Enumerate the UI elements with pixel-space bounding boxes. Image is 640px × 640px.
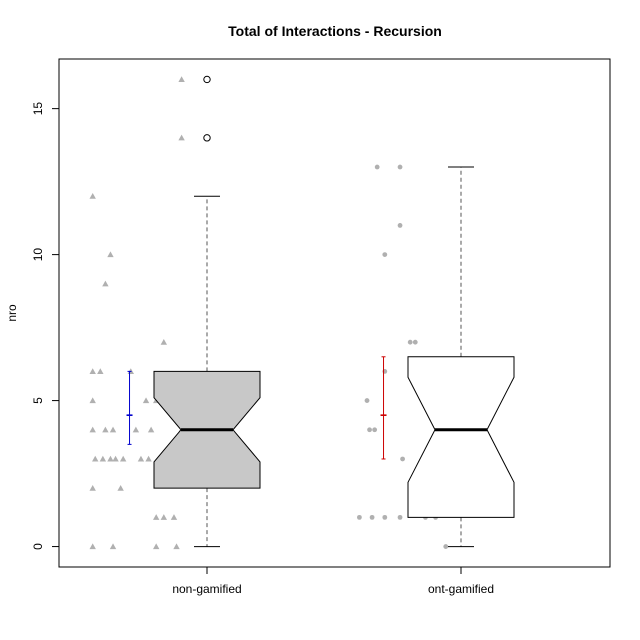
jitter-point — [145, 455, 152, 462]
jitter-point — [412, 339, 418, 345]
y-tick-label: 0 — [31, 543, 45, 550]
notched-box — [407, 356, 515, 518]
jitter-point — [112, 455, 119, 462]
jitter-point — [132, 426, 140, 433]
jitter-point — [443, 544, 449, 549]
jitter-point — [374, 164, 380, 170]
jitter-point — [153, 514, 160, 520]
jitter-point — [372, 427, 378, 433]
jitter-point — [160, 514, 168, 520]
jitter-point — [397, 223, 403, 228]
jitter-point — [89, 397, 96, 404]
plot-frame — [58, 58, 611, 568]
jitter-point — [107, 251, 114, 258]
jitter-point — [382, 514, 388, 520]
jitter-point — [397, 514, 403, 520]
x-tick-label: non-gamified — [172, 582, 241, 596]
jitter-point — [107, 455, 114, 462]
jitter-point — [142, 397, 150, 404]
jitter-point — [109, 426, 117, 433]
jitter-point — [178, 76, 185, 82]
jitter-point — [119, 455, 127, 462]
jitter-point — [102, 280, 109, 287]
jitter-point — [89, 368, 96, 374]
mean-ci-bars — [126, 356, 387, 460]
jitter-point — [160, 338, 168, 345]
y-axis: 0 5 10 15 — [31, 102, 60, 550]
jitter-point — [369, 514, 375, 520]
jitter-point — [89, 193, 96, 199]
outlier-point — [203, 75, 211, 84]
jitter-point — [364, 398, 370, 403]
jitter-point — [109, 543, 117, 550]
jitter-point — [400, 456, 405, 462]
jitter-point — [97, 368, 104, 374]
jitter-point — [89, 426, 96, 433]
jitter-point — [102, 426, 109, 433]
jitter-point — [382, 252, 388, 258]
chart-title: Total of Interactions - Recursion — [228, 23, 442, 39]
jitter-point — [178, 134, 185, 141]
y-axis-label: nro — [5, 304, 19, 322]
jitter-point — [367, 427, 372, 433]
y-tick-label: 10 — [31, 248, 45, 262]
jitter-point — [153, 543, 160, 550]
jitter-points — [89, 76, 449, 550]
jitter-point — [99, 455, 107, 462]
jitter-point — [92, 455, 99, 462]
x-tick-label: ont-gamified — [428, 582, 494, 596]
y-tick-label: 5 — [31, 397, 45, 404]
jitter-point — [173, 543, 180, 550]
jitter-point — [357, 514, 362, 520]
jitter-point — [397, 164, 403, 170]
jitter-point — [407, 339, 413, 345]
boxes — [153, 75, 515, 548]
jitter-point — [89, 484, 96, 491]
jitter-point — [137, 455, 145, 462]
jitter-point — [117, 484, 124, 491]
outlier-point — [203, 134, 211, 142]
jitter-point — [170, 514, 178, 520]
jitter-point — [89, 543, 96, 550]
y-tick-label: 15 — [31, 102, 45, 116]
jitter-point — [147, 426, 155, 433]
x-axis: non-gamified ont-gamified — [172, 566, 494, 596]
